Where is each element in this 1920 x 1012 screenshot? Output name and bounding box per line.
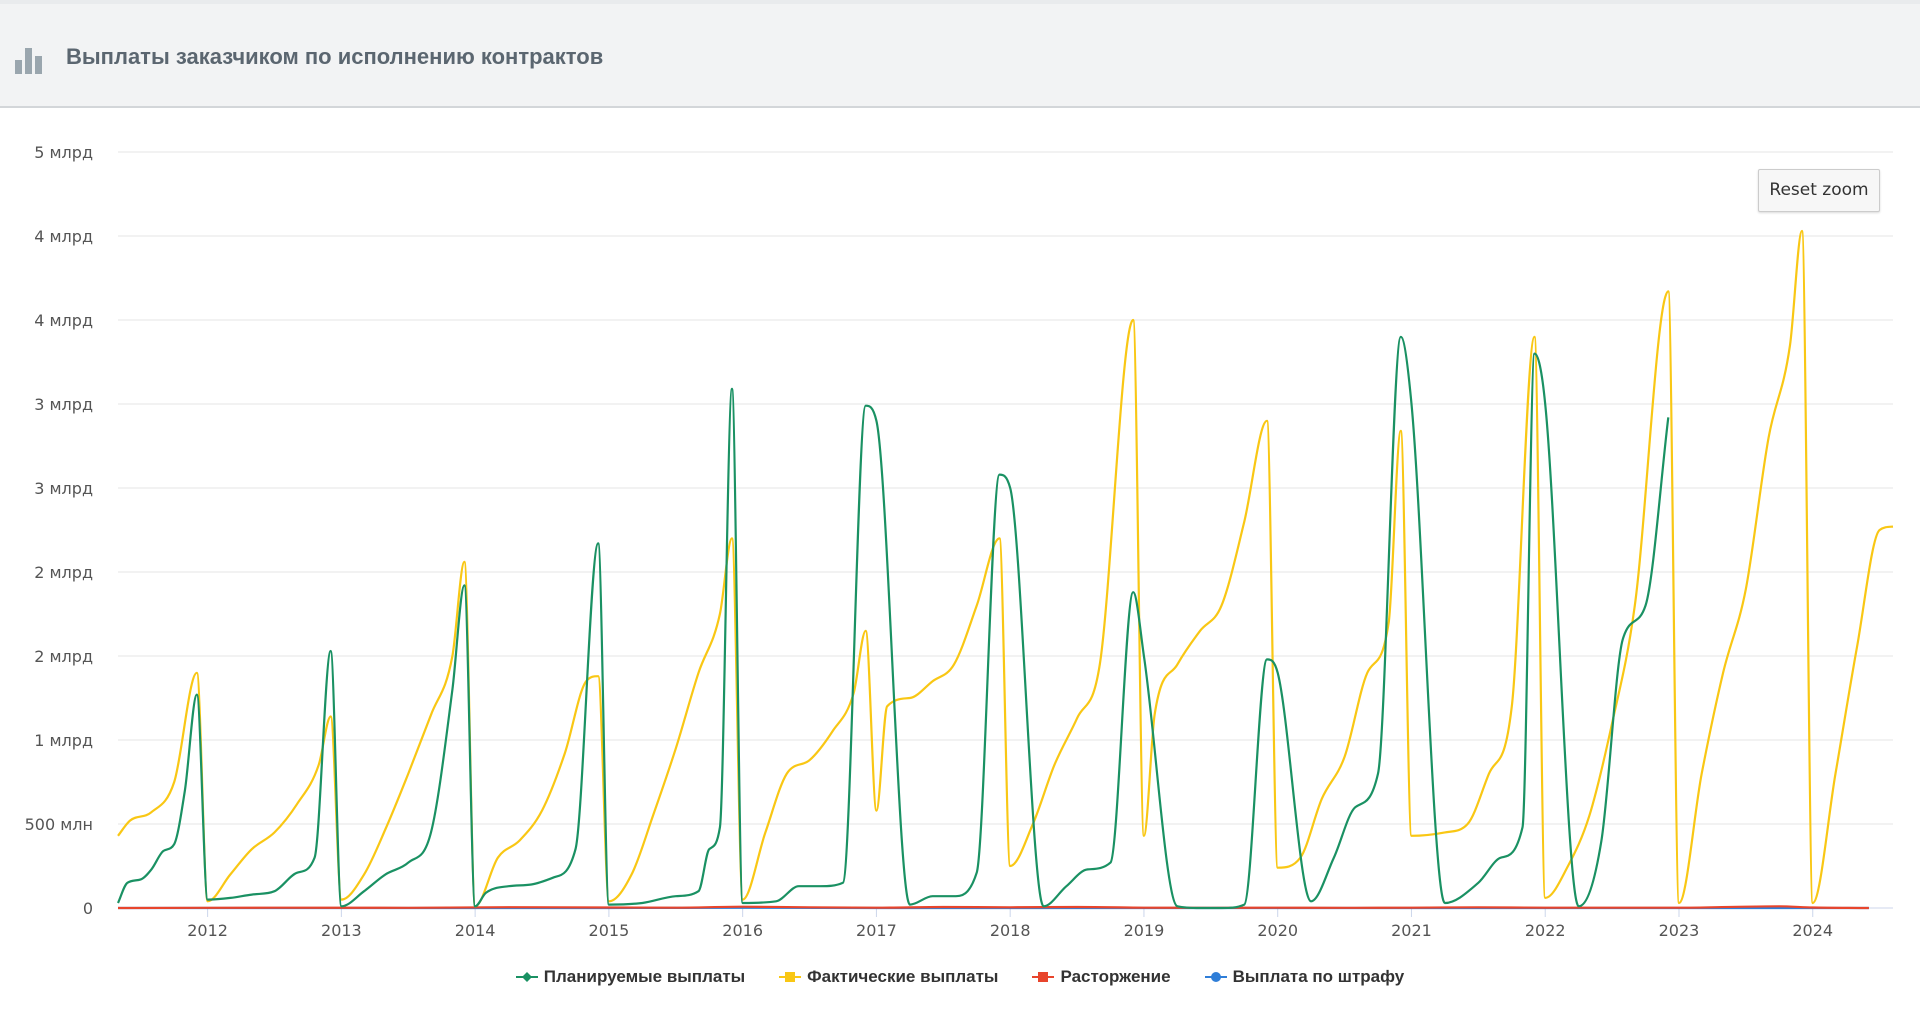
legend-label: Выплата по штрафу — [1232, 967, 1405, 986]
diamond-marker-icon — [515, 972, 538, 982]
series-lines — [116, 229, 1894, 910]
x-tick-label: 2022 — [1525, 921, 1566, 940]
x-tick-label: 2023 — [1659, 921, 1700, 940]
axes: 0 500 млн 1 млрд 2 млрд 2 млрд 3 млрд 3 млрд 4 … — [25, 143, 1833, 940]
series-line-actual-payments[interactable] — [117, 229, 1894, 908]
x-tick-label: 2024 — [1792, 921, 1833, 940]
series-line-termination[interactable] — [117, 905, 1869, 910]
y-tick-label: 3 млрд — [34, 395, 93, 414]
x-tick-label: 2015 — [589, 921, 630, 940]
y-tick-label: 2 млрд — [34, 647, 93, 666]
circle-marker-icon — [1204, 972, 1227, 982]
legend-item-penalty-payment[interactable]: Выплата по штрафу — [1204, 967, 1405, 987]
chart-header: Выплаты заказчиком по исполнению контрак… — [0, 0, 1920, 108]
square-marker-icon — [779, 972, 802, 982]
y-tick-label: 0 — [83, 899, 93, 918]
reset-zoom-button[interactable]: Reset zoom — [1758, 169, 1880, 212]
legend-item-planned-payments[interactable]: Планируемые выплаты — [515, 967, 746, 987]
y-tick-label: 3 млрд — [34, 479, 93, 498]
chart-title: Выплаты заказчиком по исполнению контрак… — [66, 44, 604, 69]
x-tick-label: 2017 — [856, 921, 897, 940]
x-tick-label: 2014 — [455, 921, 496, 940]
x-tick-label: 2016 — [722, 921, 763, 940]
y-tick-label: 1 млрд — [34, 731, 93, 750]
legend-item-termination[interactable]: Расторжение — [1032, 967, 1171, 987]
legend-label: Расторжение — [1060, 967, 1171, 986]
series-line-planned-payments[interactable] — [116, 335, 1670, 910]
legend-label: Планируемые выплаты — [543, 967, 746, 986]
legend-item-actual-payments[interactable]: Фактические выплаты — [779, 967, 998, 987]
y-tick-label: 4 млрд — [34, 311, 93, 330]
square-marker-icon — [1032, 972, 1055, 982]
x-tick-label: 2019 — [1124, 921, 1165, 940]
y-tick-label: 5 млрд — [34, 143, 93, 162]
x-tick-label: 2018 — [990, 921, 1031, 940]
line-chart: 0 500 млн 1 млрд 2 млрд 2 млрд 3 млрд 3 млрд 4 … — [25, 143, 1894, 940]
legend-label: Фактические выплаты — [807, 967, 999, 986]
x-tick-label: 2021 — [1391, 921, 1432, 940]
legend: Планируемые выплаты Фактические выплаты Ра… — [0, 962, 1920, 992]
y-tick-label: 500 млн — [25, 815, 93, 834]
grid — [118, 151, 1893, 909]
y-tick-label: 2 млрд — [34, 563, 93, 582]
bar-chart-icon — [15, 48, 42, 74]
x-tick-label: 2012 — [187, 921, 228, 940]
x-tick-label: 2020 — [1257, 921, 1298, 940]
y-tick-label: 4 млрд — [34, 227, 93, 246]
x-tick-label: 2013 — [321, 921, 362, 940]
